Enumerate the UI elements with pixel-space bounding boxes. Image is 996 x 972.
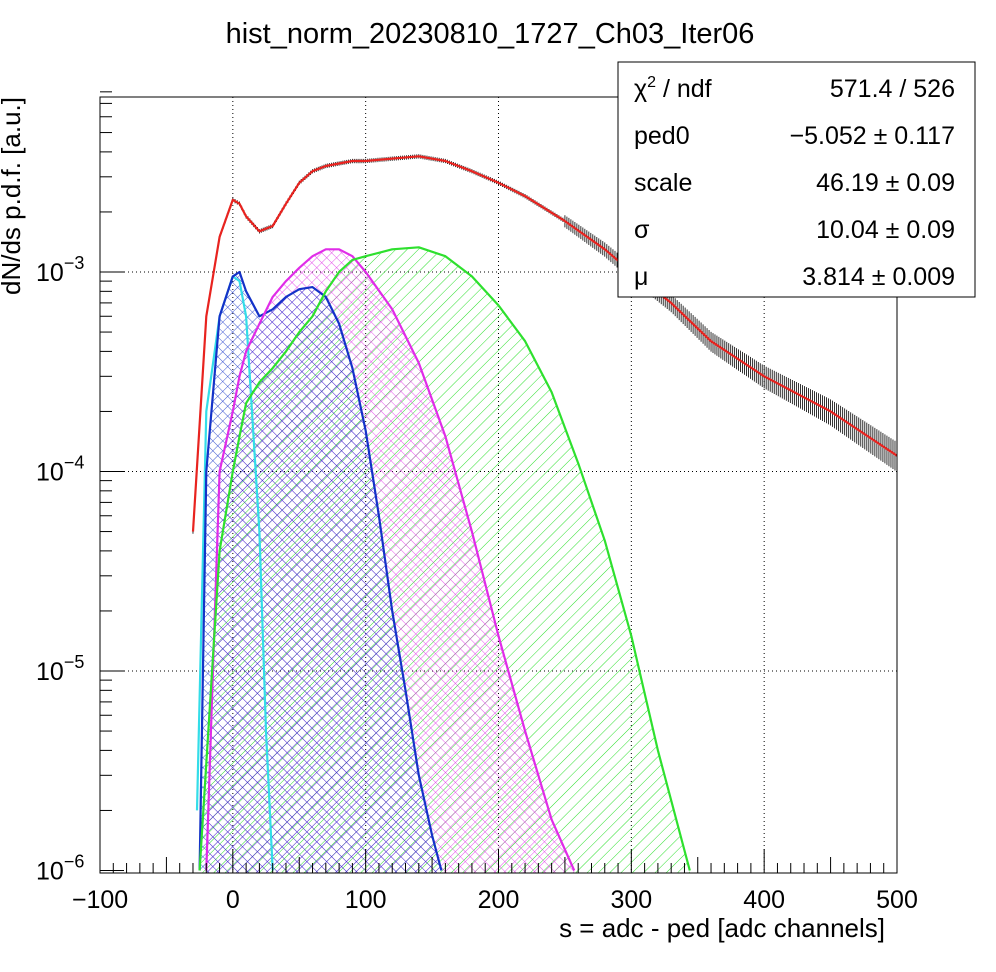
y-tick-label: 10−6 [36, 852, 84, 886]
x-axis-label: s = adc - ped [adc channels] [559, 913, 885, 943]
stat-name: ped0 [634, 122, 690, 150]
component-fills [199, 247, 690, 873]
fit-stats-box: χ2 / ndf 571.4 / 526 ped0 −5.052 ± 0.117 sca… [617, 61, 976, 298]
y-tick-label: 10−5 [36, 652, 84, 686]
x-tick-label: 400 [743, 886, 785, 914]
stat-name: μ [634, 263, 648, 291]
y-tick-label: 10−3 [36, 253, 84, 287]
x-tick-label: −100 [72, 886, 128, 914]
component-fill-area [199, 272, 442, 873]
x-tick-label: 200 [478, 886, 520, 914]
stat-value: 46.19 ± 0.09 [816, 169, 955, 197]
stat-name: χ2 / ndf [634, 74, 712, 103]
stat-value: 3.814 ± 0.009 [802, 263, 955, 291]
stat-name: σ [634, 216, 650, 244]
x-tick-label: 0 [226, 886, 240, 914]
y-axis-label: dN/ds p.d.f. [a.u.] [0, 97, 26, 295]
x-tick-label: 500 [876, 886, 918, 914]
y-tick-label: 10−4 [36, 453, 84, 487]
component-curve [198, 246, 691, 871]
stat-value: 571.4 / 526 [830, 75, 955, 103]
y-axis: 10−6 10−5 10−4 10−3 [36, 91, 124, 886]
x-axis: −100 0 100 200 300 400 500 [72, 849, 918, 914]
x-tick-label: 100 [345, 886, 387, 914]
component-curve [205, 248, 576, 871]
chart-title: hist_norm_20230810_1727_Ch03_Iter06 [226, 18, 755, 50]
component-curve [195, 275, 274, 871]
component-curve [198, 270, 443, 871]
curves [191, 155, 897, 871]
stat-value: −5.052 ± 0.117 [790, 122, 955, 150]
stat-name: scale [634, 169, 692, 197]
stat-value: 10.04 ± 0.09 [816, 216, 955, 244]
x-tick-label: 300 [610, 886, 652, 914]
